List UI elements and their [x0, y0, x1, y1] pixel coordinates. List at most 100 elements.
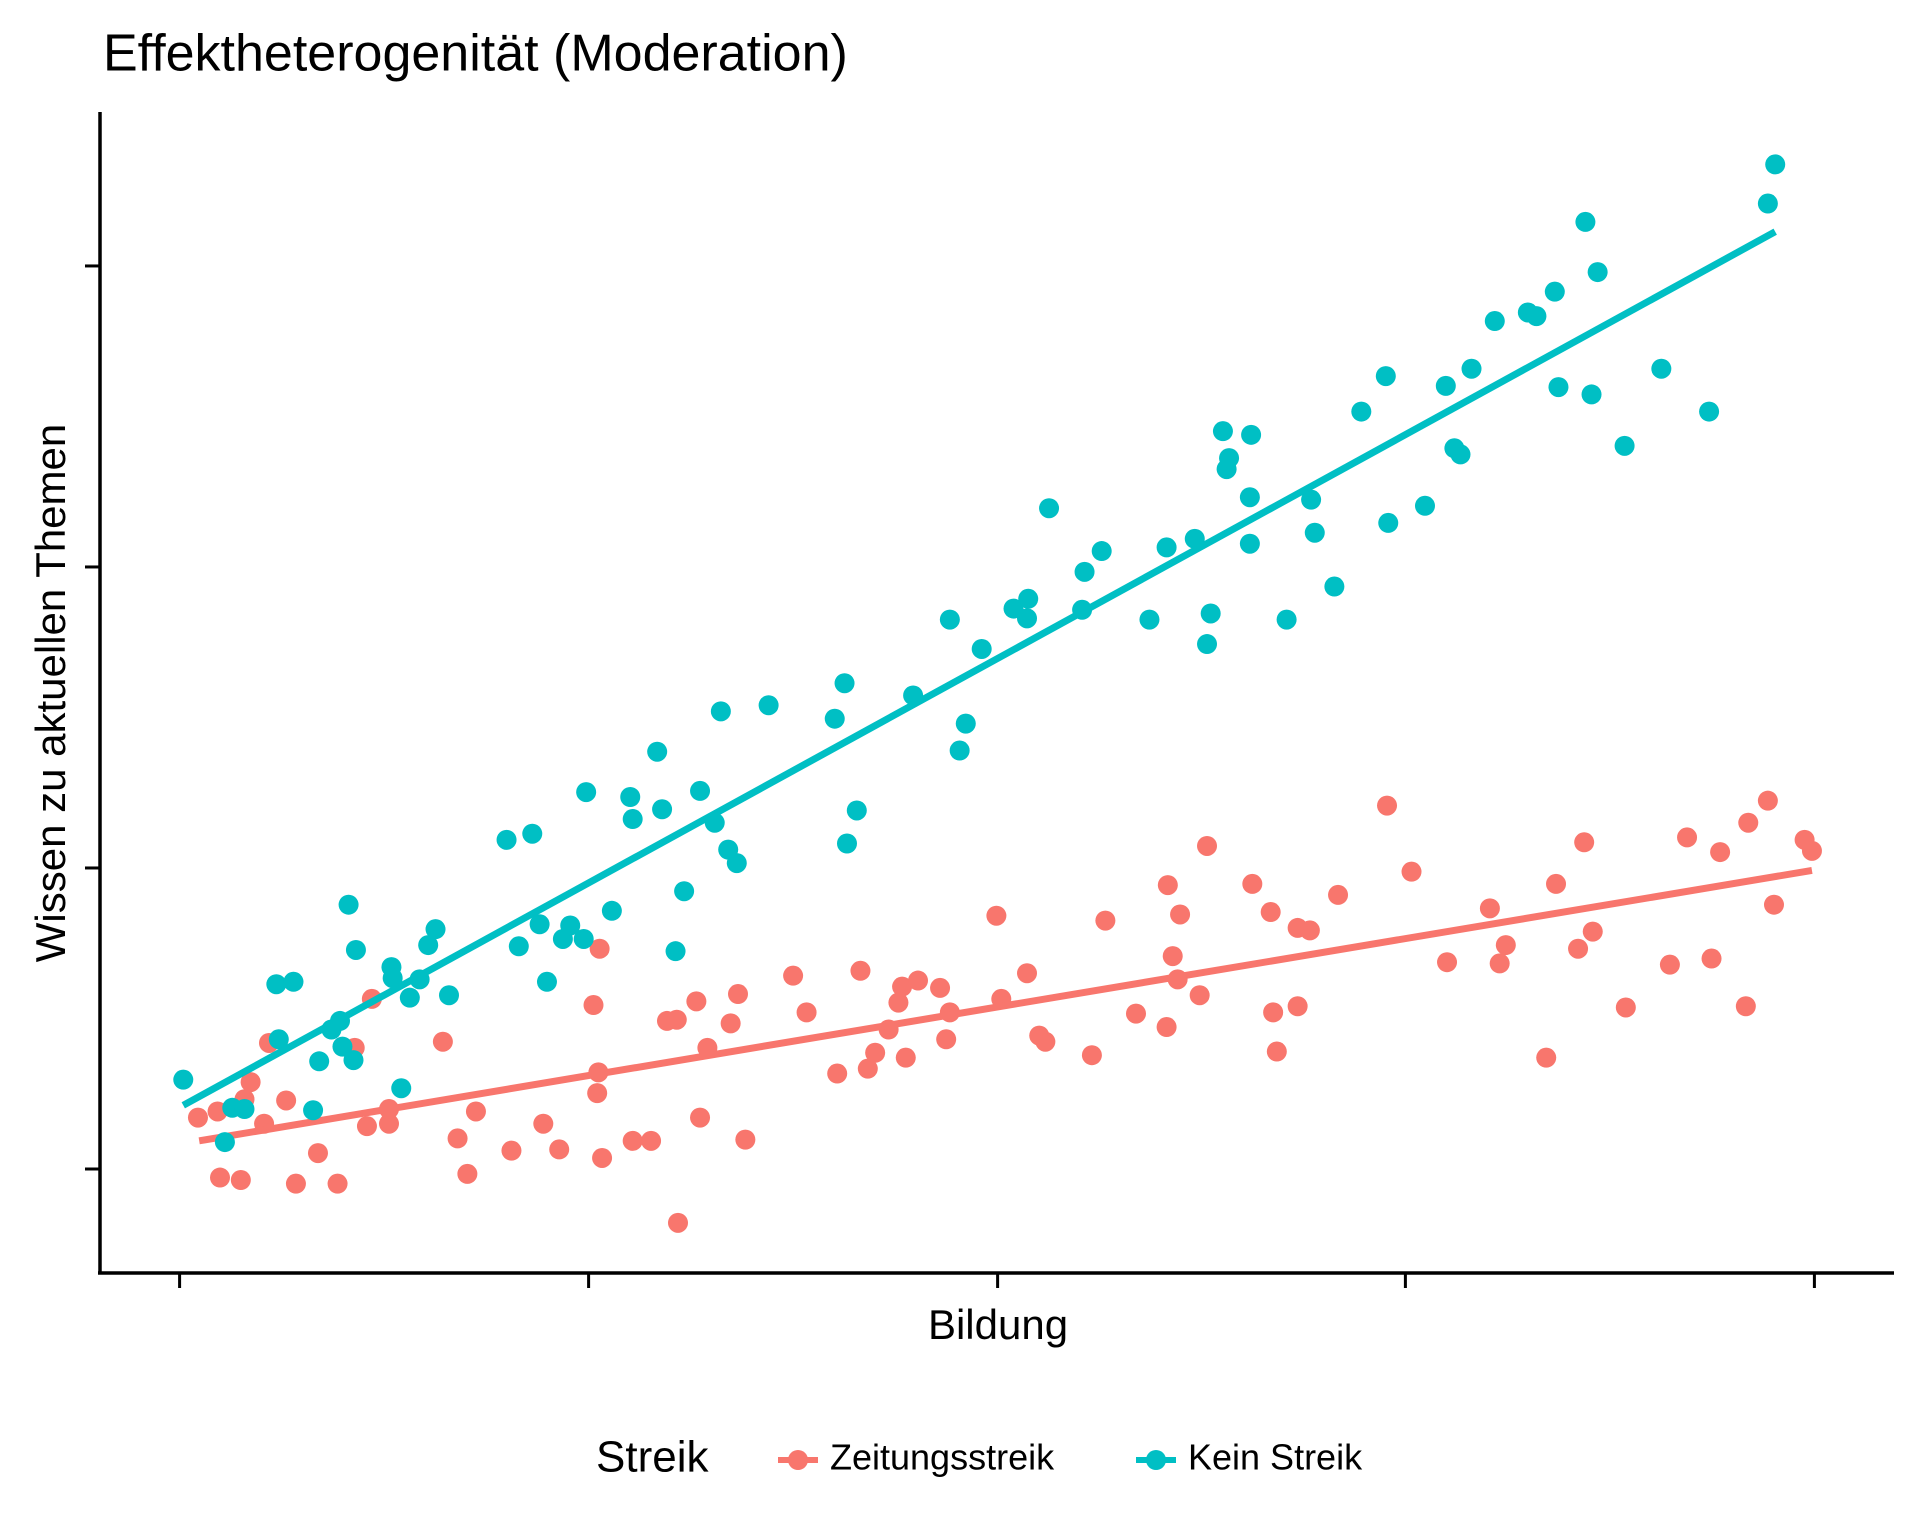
point: [857, 1058, 878, 1079]
point: [1212, 421, 1233, 442]
point: [1035, 1031, 1056, 1052]
point: [1239, 487, 1260, 508]
point: [457, 1163, 478, 1184]
point: [1156, 1017, 1177, 1038]
point: [214, 1132, 235, 1153]
point: [1489, 953, 1510, 974]
point: [824, 708, 845, 729]
point: [1401, 861, 1422, 882]
point: [690, 780, 711, 801]
point: [1276, 609, 1297, 630]
point: [587, 1083, 608, 1104]
point: [1039, 498, 1060, 519]
point: [728, 984, 749, 1005]
point: [378, 1113, 399, 1134]
point: [1324, 576, 1345, 597]
point: [549, 1139, 570, 1160]
point: [592, 1147, 613, 1168]
point: [240, 1072, 261, 1093]
point: [1241, 424, 1262, 445]
point: [1450, 444, 1471, 465]
legend-key-point: [788, 1450, 808, 1470]
point: [1375, 366, 1396, 387]
point: [439, 985, 460, 1006]
point: [641, 1130, 662, 1151]
point: [382, 968, 403, 989]
point: [234, 1099, 255, 1120]
point: [276, 1090, 297, 1111]
point: [1735, 996, 1756, 1017]
point: [303, 1100, 324, 1121]
point: [1701, 948, 1722, 969]
point: [1200, 603, 1221, 624]
legend-label: Zeitungsstreik: [830, 1437, 1055, 1478]
point: [508, 936, 529, 957]
point: [735, 1129, 756, 1150]
point: [1304, 522, 1325, 543]
point: [343, 1050, 364, 1071]
point: [399, 987, 420, 1008]
point: [1651, 358, 1672, 379]
point: [652, 799, 673, 820]
point: [1156, 537, 1177, 558]
point: [1461, 358, 1482, 379]
point: [1170, 904, 1191, 925]
point: [1581, 384, 1602, 405]
point: [939, 609, 960, 630]
point: [1081, 1045, 1102, 1066]
point: [1017, 608, 1038, 629]
point: [1351, 401, 1372, 422]
point: [620, 787, 641, 808]
point: [345, 939, 366, 960]
point: [1239, 533, 1260, 554]
point: [1738, 812, 1759, 833]
point: [1587, 262, 1608, 283]
point: [892, 976, 913, 997]
point: [496, 829, 517, 850]
point: [1765, 154, 1786, 175]
point: [908, 970, 929, 991]
point: [1495, 935, 1516, 956]
point: [425, 919, 446, 940]
point: [1287, 996, 1308, 1017]
point: [283, 971, 304, 992]
point: [710, 701, 731, 722]
point: [1197, 634, 1218, 655]
legend-label: Kein Streik: [1188, 1437, 1363, 1478]
point: [1435, 375, 1456, 396]
point: [1677, 827, 1698, 848]
point: [1757, 193, 1778, 214]
point: [1544, 281, 1565, 302]
point: [533, 1113, 554, 1134]
point: [720, 1013, 741, 1034]
fit-line: [181, 228, 1777, 1109]
point: [1017, 963, 1038, 984]
point: [1328, 884, 1349, 905]
chart-title: Effektheterogenität (Moderation): [103, 25, 848, 83]
point: [1414, 495, 1435, 516]
y-axis-title: Wissen zu aktuellen Themen: [27, 424, 74, 963]
point: [447, 1128, 468, 1149]
point: [758, 695, 779, 716]
point: [573, 928, 594, 949]
point: [1710, 842, 1731, 863]
point: [285, 1173, 306, 1194]
point: [666, 1009, 687, 1030]
point: [601, 900, 622, 921]
point: [583, 995, 604, 1016]
point: [930, 977, 951, 998]
point: [1157, 875, 1178, 896]
fit-line: [198, 866, 1813, 1145]
point: [1575, 211, 1596, 232]
point: [432, 1031, 453, 1052]
point: [1699, 401, 1720, 422]
point: [560, 915, 581, 936]
point: [1260, 902, 1281, 923]
point: [690, 1107, 711, 1128]
point: [173, 1069, 194, 1090]
point: [622, 809, 643, 830]
point: [971, 638, 992, 659]
point: [1095, 910, 1116, 931]
